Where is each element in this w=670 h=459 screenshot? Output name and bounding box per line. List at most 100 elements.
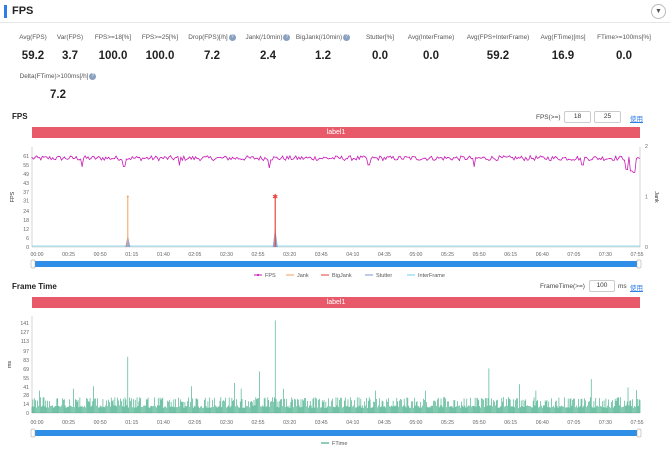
fps-x-tick-label: 07:05 [567, 252, 580, 258]
ftime-x-tick-label: 00:25 [62, 420, 75, 426]
fps-point [623, 159, 626, 161]
fps-point [234, 158, 236, 160]
stat-1: Var(FPS) 3.7 [25, 34, 115, 62]
fps-point [509, 155, 511, 157]
fps-point [376, 157, 378, 159]
stat-value: 2.4 [260, 50, 276, 63]
fps-point [170, 155, 172, 157]
ftime-x-tick-label: 07:05 [567, 420, 580, 426]
fps-point [220, 156, 222, 158]
fps-point [612, 159, 614, 161]
chevron-down-icon[interactable]: ▼ [651, 4, 666, 19]
help-icon[interactable]: ? [89, 73, 97, 80]
ftime-zoom-handle-left [30, 428, 36, 438]
fps-point [284, 159, 287, 161]
fps-point [385, 158, 387, 160]
jank-point [126, 195, 129, 198]
fps-point [211, 158, 213, 160]
fps-point [570, 159, 573, 161]
frametime-chart-label-band: label1 [32, 297, 640, 308]
fps-point [488, 159, 490, 161]
fps-point [582, 164, 584, 166]
fps-point [261, 158, 263, 160]
fps-apply-link[interactable]: 使用 [630, 116, 643, 123]
ftime-x-tick-label: 05:50 [473, 420, 486, 426]
stat-value: 0.0 [423, 50, 439, 62]
fps-point [411, 156, 413, 158]
fps-point [66, 158, 68, 160]
jank-y-axis-title: Jank [653, 191, 659, 203]
fps-point [479, 157, 481, 159]
help-icon[interactable]: ? [283, 34, 291, 41]
stat-label: Avg(FPS) [19, 34, 47, 41]
stat-value: 7.2 [50, 89, 66, 102]
fps-point [520, 155, 522, 157]
fps-x-tick-label: 00:50 [94, 252, 107, 258]
fps-point [444, 156, 446, 158]
frametime-apply-link[interactable]: 使用 [630, 285, 643, 292]
fps-point [308, 156, 310, 158]
fps-point [81, 165, 83, 167]
fps-point [370, 158, 372, 160]
frametime-threshold-input[interactable]: 100 [589, 280, 615, 292]
fps-legend-label: InterFrame [418, 273, 445, 279]
fps-point [125, 158, 127, 160]
fps-point [609, 158, 611, 160]
stat-10: Avg(FTime)[ms] 16.9 [518, 34, 608, 62]
fps-point [231, 156, 234, 158]
stat-2: FPS>=18[%] 100.0 [68, 34, 158, 62]
fps-point [72, 158, 74, 160]
ftime-y-tick-label: 127 [20, 330, 29, 336]
fps-x-tick-label: 05:00 [409, 252, 422, 258]
fps-point [517, 156, 519, 158]
fps-point [500, 156, 502, 158]
fps-point [402, 158, 404, 160]
header-accent-bar [4, 5, 7, 18]
fps-point [455, 156, 458, 158]
fps-point [208, 157, 210, 159]
fps-x-tick-label: 04:10 [346, 252, 359, 258]
fps-point [60, 159, 63, 161]
ftime-x-tick-label: 06:40 [536, 420, 549, 426]
fps-x-tick-label: 02:30 [220, 252, 233, 258]
fps-point [69, 155, 71, 157]
fps-threshold-input-2[interactable]: 25 [594, 111, 621, 123]
fps-point [128, 158, 130, 160]
stat-value: 100.0 [145, 50, 175, 62]
fps-point [143, 157, 145, 159]
fps-point [302, 158, 304, 160]
fps-point [618, 157, 620, 159]
fps-point [391, 157, 393, 159]
fps-point [452, 157, 455, 159]
fps-point [205, 156, 207, 158]
fps-point [49, 156, 51, 158]
fps-point [287, 158, 290, 160]
fps-threshold-label: FPS(>=) [536, 114, 561, 121]
fps-threshold-input-1[interactable]: 18 [564, 111, 591, 123]
fps-point [314, 156, 316, 158]
fps-point [323, 156, 325, 158]
fps-point [635, 158, 637, 160]
fps-point [237, 158, 239, 160]
ftime-x-tick-label: 00:50 [94, 420, 107, 426]
fps-point [175, 156, 177, 158]
stat-label: Drop(FPS)[/h]? [167, 34, 257, 41]
fps-x-tick-label: 00:00 [31, 252, 44, 258]
fps-x-tick-label: 05:50 [473, 252, 486, 258]
help-icon[interactable]: ? [343, 34, 351, 41]
fps-point [228, 157, 231, 159]
ftime-x-tick-label: 03:20 [283, 420, 296, 426]
fps-chart-label-band: label1 [32, 127, 640, 138]
fps-point [538, 157, 540, 159]
fps-point [87, 156, 89, 158]
fps-point [565, 156, 567, 158]
fps-point [193, 158, 195, 161]
ftime-x-tick-label: 06:15 [504, 420, 517, 426]
fps-point [178, 164, 180, 166]
ftime-y-tick-label: 41 [23, 385, 29, 391]
help-icon[interactable]: ? [228, 34, 236, 41]
fps-zoom-scrollbar [32, 261, 640, 267]
fps-point [556, 156, 558, 159]
fps-point [503, 155, 505, 157]
